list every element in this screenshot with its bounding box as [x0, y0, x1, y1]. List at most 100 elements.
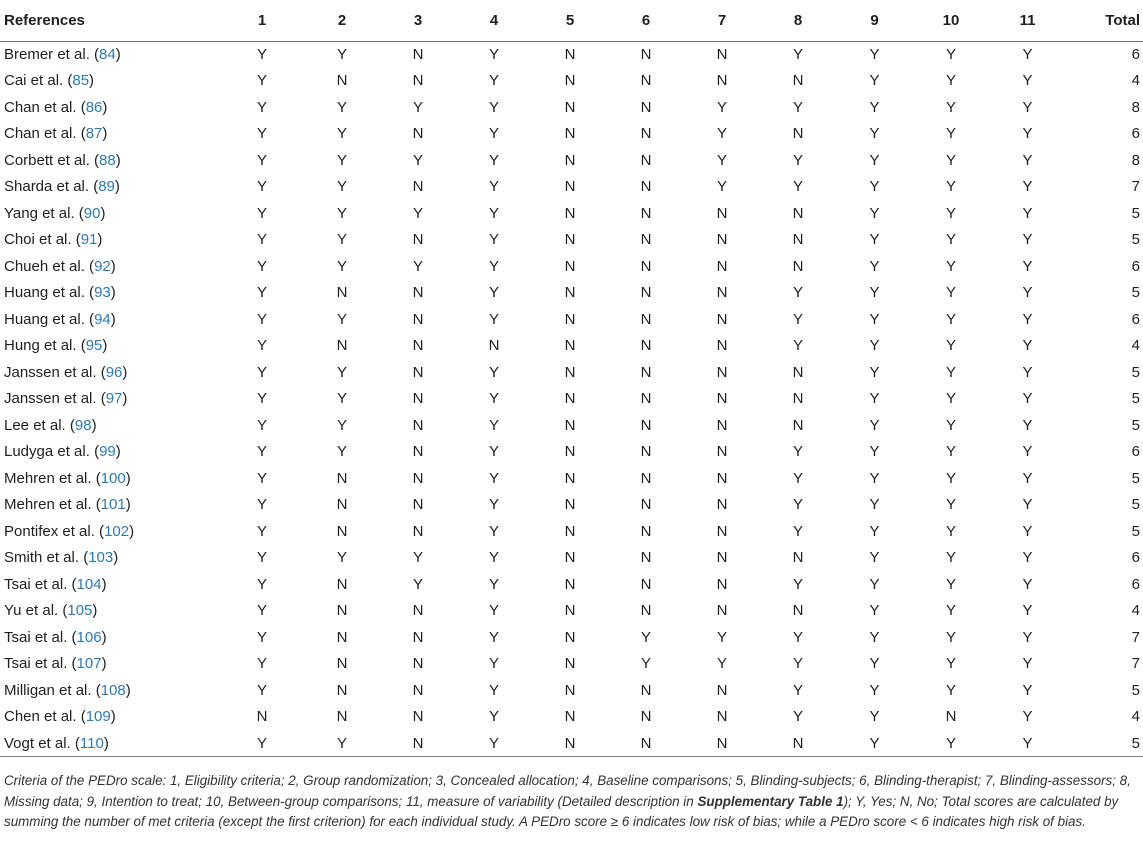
reference-author: Pontifex et al. (: [4, 522, 105, 540]
reference-number-link[interactable]: 90: [83, 204, 101, 222]
reference-cell: Pontifex et al. (102): [0, 518, 220, 545]
table-row: Chueh et al. (92) Y Y Y Y N N N N Y Y Y 6: [0, 253, 1143, 280]
reference-number-link[interactable]: 110: [79, 734, 104, 752]
header-criterion-4: 4: [456, 0, 532, 42]
criterion-5-cell: N: [564, 575, 576, 593]
reference-author: Tsai et al. (: [4, 655, 77, 673]
criterion-4-cell: Y: [488, 496, 499, 514]
header-criterion-9: 9: [836, 0, 913, 42]
footnote-supplementary-link[interactable]: Supplementary Table 1: [697, 793, 844, 809]
reference-number-link[interactable]: 84: [99, 46, 116, 63]
criterion-5-cell: N: [564, 628, 576, 646]
reference-number-link[interactable]: 97: [105, 390, 123, 408]
reference-number-link[interactable]: 101: [100, 496, 126, 514]
criterion-7-cell: N: [716, 363, 728, 381]
reference-close-paren: ): [125, 681, 131, 699]
reference-number-link[interactable]: 103: [88, 549, 114, 567]
pedro-table: References 1 2 3 4 5 6 7 8 9 10 11 Total…: [0, 0, 1143, 757]
criterion-8-cell: N: [792, 416, 804, 434]
reference-number-link[interactable]: 85: [72, 72, 90, 90]
criterion-1-cell: Y: [256, 178, 267, 196]
reference-cell: Sharda et al. (89): [0, 174, 220, 201]
criterion-2-cell: N: [336, 708, 348, 726]
criterion-8-cell: Y: [792, 522, 803, 540]
criterion-3-cell: N: [412, 522, 424, 540]
criterion-10-cell: Y: [945, 602, 956, 620]
total-cell: 5: [1131, 469, 1140, 487]
table-row: Huang et al. (93) Y N N Y N N N Y Y Y Y 5: [0, 280, 1143, 307]
reference-number-link[interactable]: 88: [99, 151, 116, 169]
reference-number-link[interactable]: 95: [85, 337, 103, 355]
criterion-10-cell: Y: [945, 337, 956, 355]
reference-number-link[interactable]: 109: [85, 708, 111, 726]
reference-author: Ludyga et al. (: [4, 443, 100, 461]
footnote-text-end: ); Y, Yes; N, No; Total scores are calcu…: [4, 793, 1119, 830]
criterion-3-cell: N: [412, 284, 424, 302]
criterion-3-cell: N: [412, 46, 424, 63]
reference-author: Huang et al. (: [4, 284, 95, 302]
reference-number-link[interactable]: 108: [100, 681, 126, 699]
criterion-7-cell: N: [716, 257, 728, 275]
criterion-2-cell: Y: [336, 204, 347, 222]
criterion-4-cell: Y: [488, 655, 499, 673]
total-cell: 7: [1131, 178, 1140, 196]
criterion-9-cell: Y: [836, 730, 913, 757]
criterion-6-cell: N: [640, 469, 652, 487]
header-criterion-3: 3: [380, 0, 456, 42]
reference-number-link[interactable]: 99: [99, 443, 116, 461]
reference-close-paren: ): [101, 655, 107, 673]
criterion-1-cell: Y: [256, 337, 267, 355]
criterion-9-cell: Y: [869, 549, 880, 567]
reference-number-link[interactable]: 106: [76, 628, 102, 646]
criterion-4-cell: Y: [488, 257, 499, 275]
reference-number-link[interactable]: 96: [105, 363, 123, 381]
criterion-8-cell: Y: [792, 469, 803, 487]
criterion-8-cell: N: [792, 204, 804, 222]
table-row: Janssen et al. (96) Y Y N Y N N N N Y Y Y 5: [0, 359, 1143, 386]
reference-number-link[interactable]: 93: [94, 284, 111, 302]
total-cell: 4: [1131, 708, 1140, 726]
criterion-6-cell: N: [608, 730, 684, 757]
criterion-5-cell: N: [564, 363, 576, 381]
reference-number-link[interactable]: 100: [100, 469, 126, 487]
criterion-7-cell: N: [716, 310, 728, 328]
criterion-10-cell: Y: [945, 125, 956, 143]
reference-number-link[interactable]: 92: [94, 257, 111, 275]
criterion-5-cell: N: [564, 72, 576, 90]
reference-close-paren: ): [92, 602, 98, 620]
reference-number-link[interactable]: 87: [85, 125, 103, 143]
criterion-7-cell: N: [716, 443, 728, 461]
table-body: Bremer et al. (84) Y Y N Y N N N Y Y Y Y 6 Cai et al.…: [0, 41, 1143, 757]
total-cell: 6: [1131, 125, 1140, 143]
criterion-11-cell: Y: [1022, 178, 1033, 196]
reference-number-link[interactable]: 104: [76, 575, 102, 593]
reference-close-paren: ): [89, 72, 95, 90]
criterion-8-cell: N: [792, 390, 804, 408]
criterion-11-cell: Y: [1022, 575, 1033, 593]
table-row: Chan et al. (87) Y Y N Y N N Y N Y Y Y 6: [0, 121, 1143, 148]
criterion-8-cell: Y: [792, 310, 803, 328]
criterion-10-cell: Y: [945, 469, 956, 487]
reference-number-link[interactable]: 102: [104, 522, 130, 540]
reference-number-link[interactable]: 105: [67, 602, 93, 620]
total-cell: 5: [1131, 522, 1140, 540]
criterion-4-cell: Y: [488, 284, 499, 302]
criterion-8-cell: Y: [792, 628, 803, 646]
total-cell: 5: [1131, 204, 1140, 222]
reference-cell: Tsai et al. (107): [0, 651, 220, 678]
reference-number-link[interactable]: 86: [85, 98, 103, 116]
criterion-11-cell: Y: [1022, 310, 1033, 328]
reference-close-paren: ): [101, 628, 107, 646]
criterion-5-cell: N: [564, 708, 576, 726]
criterion-4-cell: Y: [488, 416, 499, 434]
reference-number-link[interactable]: 94: [94, 310, 111, 328]
total-cell: 7: [1131, 628, 1140, 646]
total-cell: 4: [1131, 337, 1140, 355]
criterion-6-cell: N: [640, 390, 652, 408]
table-row: Vogt et al. (110) Y Y N Y N N N N Y Y Y 5: [0, 730, 1143, 757]
reference-number-link[interactable]: 89: [98, 178, 115, 196]
reference-number-link[interactable]: 107: [76, 655, 102, 673]
criterion-4-cell: Y: [488, 310, 499, 328]
reference-number-link[interactable]: 91: [80, 231, 98, 249]
reference-number-link[interactable]: 98: [74, 416, 92, 434]
